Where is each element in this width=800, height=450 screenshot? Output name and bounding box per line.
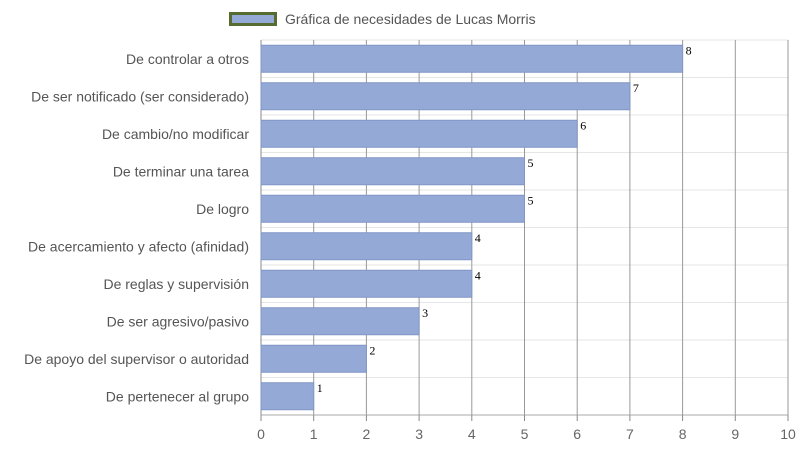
x-tick-label: 3 xyxy=(415,426,423,442)
bar xyxy=(260,344,367,373)
bar xyxy=(260,82,631,111)
category-label: De reglas y supervisión xyxy=(103,276,249,292)
category-label: De ser notificado (ser considerado) xyxy=(31,88,249,104)
x-tick-label: 6 xyxy=(573,426,581,442)
data-label: 4 xyxy=(475,231,481,245)
bar xyxy=(260,269,473,298)
bar xyxy=(260,44,684,73)
category-label: De cambio/no modificar xyxy=(102,126,249,142)
x-tick-label: 0 xyxy=(257,426,265,442)
category-labels: De controlar a otros De ser notificado (s… xyxy=(24,51,249,405)
x-axis-ticks: 0 1 2 3 4 5 6 7 8 9 10 xyxy=(257,415,796,442)
data-label: 1 xyxy=(317,381,323,395)
legend: Gráfica de necesidades de Lucas Morris xyxy=(229,9,536,29)
x-tick-label: 9 xyxy=(731,426,739,442)
category-label: De controlar a otros xyxy=(126,51,249,67)
data-label: 7 xyxy=(633,81,639,95)
x-tick-label: 7 xyxy=(626,426,634,442)
data-label: 2 xyxy=(369,343,375,357)
data-labels: 8 7 6 5 5 4 4 3 2 1 xyxy=(317,43,692,395)
category-label: De apoyo del supervisor o autoridad xyxy=(24,351,249,367)
bar xyxy=(260,307,420,336)
x-tick-label: 8 xyxy=(679,426,687,442)
bars xyxy=(260,44,684,411)
bar xyxy=(260,194,525,223)
legend-label: Gráfica de necesidades de Lucas Morris xyxy=(285,11,536,27)
data-label: 3 xyxy=(422,306,428,320)
data-label: 8 xyxy=(686,43,692,57)
category-label: De ser agresivo/pasivo xyxy=(107,313,250,329)
bar xyxy=(260,382,315,411)
bar xyxy=(260,232,473,261)
category-label: De logro xyxy=(196,201,249,217)
x-tick-label: 10 xyxy=(780,426,796,442)
data-label: 4 xyxy=(475,268,481,282)
legend-swatch xyxy=(229,12,277,26)
category-label: De acercamiento y afecto (afinidad) xyxy=(28,238,249,254)
data-label: 6 xyxy=(580,118,586,132)
x-tick-label: 4 xyxy=(468,426,476,442)
bar xyxy=(260,119,578,148)
x-tick-label: 2 xyxy=(363,426,371,442)
bar xyxy=(260,157,525,186)
category-label: De pertenecer al grupo xyxy=(106,388,249,404)
data-label: 5 xyxy=(528,156,534,170)
data-label: 5 xyxy=(528,193,534,207)
x-tick-label: 5 xyxy=(521,426,529,442)
category-label: De terminar una tarea xyxy=(113,163,249,179)
x-tick-label: 1 xyxy=(310,426,318,442)
